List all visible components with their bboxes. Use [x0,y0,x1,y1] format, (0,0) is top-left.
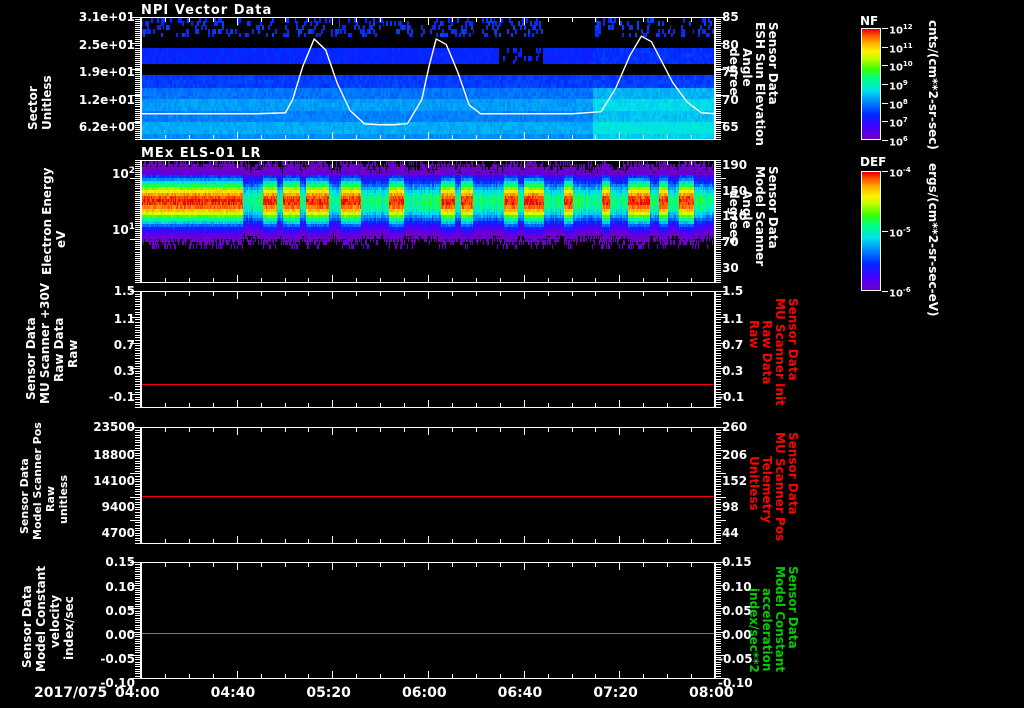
colorbar-tick: 10-5 [889,226,911,240]
p3-y2tick-3: 0.3 [722,364,744,378]
p5-ytick-1: 0.10 [105,580,135,594]
p3-ylabel-l3: Raw [66,339,80,368]
colorbar-tickmark [882,84,888,85]
p2-ytick-0: 102 [112,166,135,181]
panel-mu-scanner-30v-plot-area[interactable] [141,291,715,408]
p3-y2tick-1: 1.1 [722,312,744,326]
p4-y2tick-0: 260 [722,420,748,434]
p3-ylabel-l1: MU Scanner +30V [38,282,52,404]
p1-y2label-l3: degree [727,48,741,96]
p1-y2label-l1: ESH Sun Elevation [753,22,767,146]
p4-y2tick-2: 152 [722,474,748,488]
colorbar-nf-title: NF [860,14,879,28]
colorbar-tick: 10-4 [889,166,911,180]
p3-ylabel-l0: Sensor Data [24,317,38,400]
colorbar-tickmark [882,140,888,141]
colorbar-tickmark [882,291,888,292]
colorbar-tick: 1010 [889,60,913,74]
colorbar-tickmark [882,65,888,67]
p3-ylabel-l2: Raw Data [52,317,66,383]
panel-model-constant-velocity-plot-area[interactable] [141,562,715,679]
p3-y2label-l1: MU Scanner Init [773,298,787,406]
time-tick-label: 05:20 [306,685,351,701]
colorbar-tickmark [882,28,888,29]
time-tick-label: 07:20 [593,685,638,701]
p3-ytick-0: 1.5 [113,284,135,298]
time-tick-label: 04:00 [115,685,160,701]
p5-ylabel-l0: Sensor Data [20,585,34,668]
p3-series-line [142,384,714,385]
time-tick-label: 06:00 [402,685,447,701]
p4-y2tick-1: 206 [722,448,748,462]
colorbar-tickmark [882,231,888,232]
p1-ytick-3: 1.2e+01 [78,93,135,107]
p2-y2label-l3: degrees [727,190,741,245]
colorbar-def-title: DEF [860,155,887,169]
p4-y2tick-4: 44 [722,526,739,540]
colorbar-tick: 108 [889,97,908,111]
colorbar-tick: 1011 [889,41,913,55]
p5-ylabel-l1: Model Constant [34,565,48,672]
p1-yaxis-label-unitless: Unitless [40,75,54,130]
p5-y2label-l3: index/sec**2 [747,588,761,673]
panel-npi-plot-area[interactable] [141,17,715,140]
p2-y2tick-0: 190 [722,158,748,172]
p5-y2label-l1: Model Constant [773,566,787,673]
p4-series-line [142,496,714,497]
time-tick-label: 08:00 [689,685,734,701]
p2-ytick-1: 101 [112,222,135,237]
p4-y2label-l3: Unitless [747,456,761,511]
p5-ytick-0: 0.15 [105,555,135,569]
p1-y2tick-0: 85 [722,10,739,24]
p4-ylabel-l1: Model Scanner Pos [31,422,44,540]
colorbar-def-unit: ergs/(cm**2-sr-sec-eV) [926,163,940,317]
p2-y2tick-4: 30 [722,261,739,275]
p4-ytick-0: 23500 [93,420,135,434]
colorbar-tick: 10-6 [889,286,911,300]
time-tick-label: 06:40 [497,685,543,701]
p1-ytick-1: 2.5e+01 [78,38,135,52]
p5-ylabel-l2: velocity [48,594,62,648]
p1-yaxis-label-sector: Sector [26,86,40,130]
colorbar-tick: 106 [889,135,908,149]
panel-els-plot-area[interactable] [141,160,715,283]
panel-title-npi: NPI Vector Data [141,3,273,18]
panel-title-els: MEx ELS-01 LR [141,146,262,161]
colorbar-tickmark [882,171,888,172]
p3-y2tick-4: -0.1 [718,390,745,404]
p5-series-line [142,633,714,634]
date-label: 2017/075 [34,685,108,701]
p4-y2tick-3: 98 [722,500,739,514]
p5-ylabel-l3: index/sec [62,596,76,660]
panel-model-scanner-pos-plot-area[interactable] [141,427,715,544]
colorbar-tickmark [882,46,888,48]
p2-y2label-l1: Model Scanner [753,166,767,267]
colorbar-tickmark [882,121,888,123]
p4-ylabel-l3: unitless [57,474,70,524]
p3-y2label-l3: Raw [747,320,761,349]
colorbar-tick: 1012 [889,23,913,37]
p3-ytick-1: 1.1 [113,312,135,326]
p4-y2label-l1: MU Scanner Pos [773,432,787,542]
p1-ytick-0: 3.1e+01 [78,10,135,24]
colorbar-nf-unit: cnts/(cm**2-sr-sec) [926,20,940,150]
p4-ylabel-l0: Sensor Data [18,458,31,534]
p5-y2tick-0: 0.15 [722,555,752,569]
p2-yaxis-label-energy: Electron Energy [40,167,54,275]
p4-ytick-1: 18800 [93,448,135,462]
p4-ylabel-l2: Raw [44,485,57,512]
p2-yaxis-label-ev: eV [54,230,68,248]
colorbar-tick: 109 [889,79,908,93]
colorbar-tick: 107 [889,116,908,130]
p3-y2tick-2: 0.7 [722,338,744,352]
time-tick-label: 04:40 [210,685,256,701]
p1-ytick-2: 1.9e+01 [78,65,135,79]
p3-y2tick-0: 1.5 [722,284,744,298]
colorbar-tickmark [882,102,888,104]
p1-y2tick-4: 65 [722,120,739,134]
